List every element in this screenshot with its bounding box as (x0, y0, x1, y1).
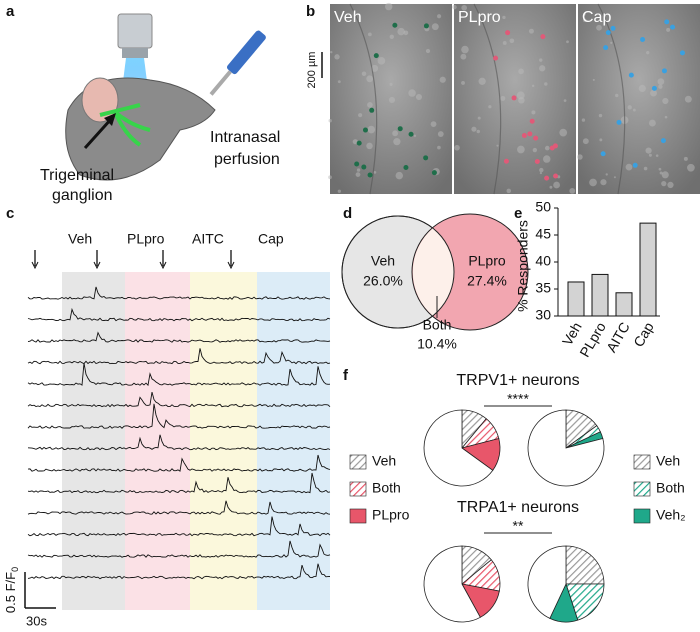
trace (27, 500, 331, 515)
trace (27, 391, 331, 408)
venn-percent: 10.4% (417, 336, 457, 352)
trace (27, 516, 331, 537)
legend-swatch (349, 481, 367, 497)
trace (27, 563, 331, 580)
venn-outline (341, 215, 455, 329)
trace (27, 331, 331, 343)
significance: **** (507, 391, 529, 407)
venn-label: PLpro (468, 253, 506, 269)
scale-y-label: 0.5 F/F0 (3, 567, 20, 613)
y-tick-label: 30 (535, 307, 551, 323)
trace (27, 286, 331, 300)
pie-slice (565, 545, 605, 585)
legend-swatch (633, 454, 651, 470)
pie-slice (423, 545, 481, 623)
x-tick-label: Cap (630, 319, 657, 349)
trace (27, 540, 331, 558)
condition-label: Cap (258, 231, 284, 247)
scale-y-text: 0.5 F/F (3, 572, 18, 613)
panel-label: f (343, 367, 349, 384)
panel-label: b (306, 3, 315, 20)
pie-slice (527, 545, 567, 619)
pie-slice (423, 409, 494, 487)
legend-label: Veh (656, 453, 680, 469)
pie-title: TRPA1+ neurons (457, 499, 579, 516)
y-tick-label: 50 (535, 199, 551, 215)
legend-swatch (633, 481, 651, 497)
legend-label: Both (656, 480, 685, 496)
condition-band (257, 272, 330, 610)
ganglion-label: Trigeminal (40, 167, 114, 184)
legend-label: PLpro (372, 507, 410, 523)
y-tick-label: 35 (535, 280, 551, 296)
legend-swatch (349, 454, 367, 470)
pie-slice (527, 409, 605, 487)
ganglion-label: ganglion (52, 187, 113, 204)
trace (27, 307, 331, 322)
trace (27, 348, 331, 365)
trace (27, 363, 331, 387)
condition-band (125, 272, 190, 610)
x-tick-label: AITC (603, 319, 633, 355)
arrow-head (31, 261, 39, 270)
scale-bar-label: 200 µm (306, 52, 318, 89)
venn-overlap (412, 228, 455, 316)
condition-band (62, 272, 125, 610)
condition-label: Veh (68, 231, 92, 247)
trace (27, 454, 331, 472)
bar (567, 281, 585, 317)
venn-percent: 27.4% (467, 273, 507, 289)
pie-title: TRPV1+ neurons (456, 372, 579, 389)
legend-label: Both (372, 480, 401, 496)
image-label: Veh (334, 9, 362, 26)
legend-swatch (349, 508, 367, 524)
scale-x-label: 30s (26, 613, 47, 628)
panel-label: e (514, 205, 522, 222)
bar (615, 292, 633, 317)
bar (639, 222, 657, 317)
condition-label: AITC (192, 231, 224, 247)
condition-band (190, 272, 257, 610)
bar (591, 273, 609, 317)
legend-swatch (633, 508, 651, 524)
x-tick-label: PLpro (576, 319, 609, 360)
legend-label: Veh₂ (656, 507, 686, 523)
trace (27, 472, 331, 494)
illustration (65, 13, 266, 181)
condition-label: PLpro (127, 231, 165, 247)
venn-label: Both (423, 317, 452, 333)
panel-label: a (6, 3, 15, 20)
arrow-head (227, 261, 235, 270)
y-axis-label: % Responders (515, 220, 531, 312)
legend-label: Veh (372, 453, 396, 469)
panel-label: d (343, 205, 352, 222)
perfusion-label: perfusion (214, 151, 280, 168)
venn-percent: 26.0% (363, 273, 403, 289)
micrograph: Cap (577, 3, 700, 195)
arrow-head (93, 261, 101, 270)
venn-label: Veh (371, 253, 395, 269)
y-tick-label: 45 (535, 226, 551, 242)
micrograph: Veh (328, 2, 452, 195)
micrograph: PLpro (452, 3, 576, 195)
arrow-head (159, 261, 167, 270)
pie-slice (565, 583, 605, 621)
perfusion-label: Intranasal (210, 129, 280, 146)
panel-label: c (6, 205, 14, 222)
significance: ** (513, 518, 524, 534)
trace (27, 434, 331, 451)
image-label: Cap (582, 9, 611, 26)
scale-y-sub: 0 (10, 567, 20, 572)
image-label: PLpro (458, 9, 501, 26)
y-tick-label: 40 (535, 253, 551, 269)
trace (27, 403, 331, 429)
